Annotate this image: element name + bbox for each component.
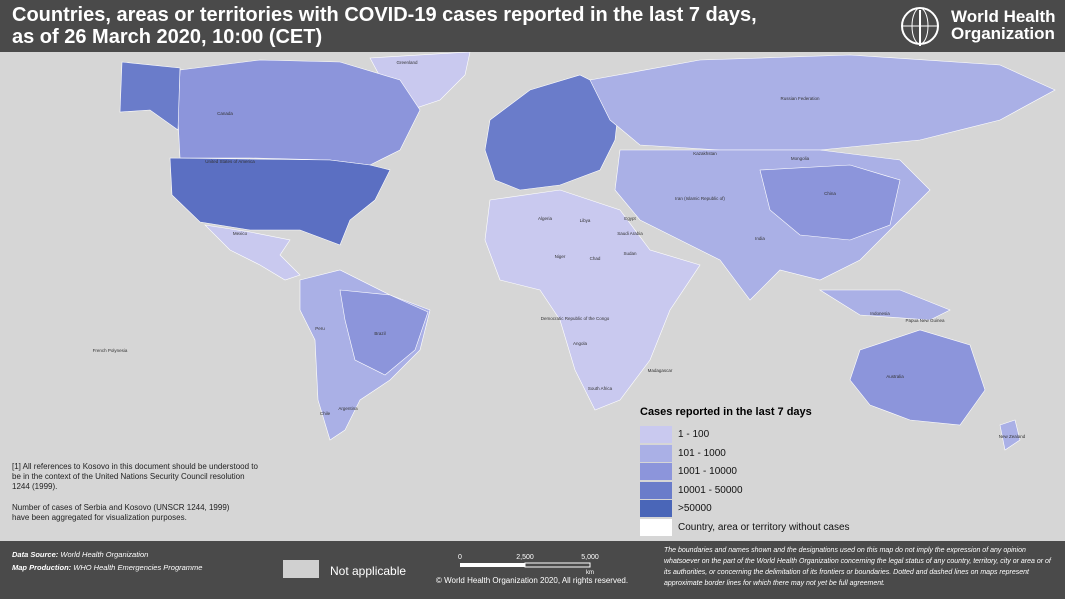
legend-item: 1 - 100: [640, 426, 940, 443]
map-label: Mexico: [233, 231, 248, 236]
map-label: Peru: [315, 326, 325, 331]
title: Countries, areas or territories with COV…: [12, 4, 757, 26]
scale-label: 5,000: [581, 554, 599, 561]
copyright: © World Health Organization 2020, All ri…: [436, 576, 629, 585]
canada: [177, 59, 421, 166]
scale-unit: km: [586, 570, 594, 576]
map-label: United States of America: [205, 159, 255, 164]
map-label: Kazakhstan: [693, 151, 717, 156]
map-label: Australia: [886, 374, 904, 379]
label: Data Source:: [12, 550, 59, 559]
footer: Data Source: World Health Organization M…: [0, 541, 1065, 599]
map-label: Mongolia: [791, 156, 810, 161]
note: [1] All references to Kosovo in this doc…: [12, 462, 258, 491]
legend-swatch: [640, 426, 672, 443]
map-label: French Polynesia: [93, 348, 128, 353]
indonesia: [818, 289, 951, 321]
map-label: Saudi Arabia: [617, 231, 643, 236]
org-name: Organization: [951, 24, 1055, 43]
map-label: Russian Federation: [780, 96, 820, 101]
legend-title: Cases reported in the last 7 days: [640, 406, 812, 418]
map-label: Democratic Republic of the Congo: [541, 316, 610, 321]
map-label: Angola: [573, 341, 588, 346]
map-label: Iran (Islamic Republic of): [675, 196, 725, 201]
legend-item: >50000: [640, 500, 940, 517]
legend-swatch: [640, 481, 672, 499]
russia: [589, 54, 1056, 151]
scale-label: 0: [458, 554, 462, 561]
australia: [849, 329, 986, 426]
label: Map Production:: [12, 563, 72, 572]
legend-label: Country, area or territory without cases: [678, 521, 850, 533]
map-label: South Africa: [588, 386, 613, 391]
map-label: Argentina: [338, 406, 358, 411]
header: Countries, areas or territories with COV…: [0, 0, 1065, 52]
alaska: [119, 61, 181, 131]
map-label: New Zealand: [999, 434, 1026, 439]
legend-item: 10001 - 50000: [640, 481, 940, 499]
map-production: Map Production: WHO Health Emergencies P…: [12, 563, 202, 572]
title: as of 26 March 2020, 10:00 (CET): [12, 26, 323, 48]
brazil: [339, 289, 429, 376]
data-source: Data Source: World Health Organization: [12, 550, 148, 559]
scale-label: 2,500: [516, 554, 534, 561]
map-label: Brazil: [374, 331, 385, 336]
map-label: China: [824, 191, 836, 196]
value: WHO Health Emergencies Programme: [73, 563, 203, 572]
disclaimer: The boundaries and names shown and the d…: [664, 547, 1051, 587]
africa: [484, 189, 701, 411]
map-label: Indonesia: [870, 311, 890, 316]
map-label: Greenland: [396, 60, 418, 65]
map-label: India: [755, 236, 765, 241]
legend-swatch: [640, 463, 672, 480]
legend-label: 101 - 1000: [678, 447, 726, 459]
legend-swatch: [640, 444, 672, 462]
map-label: Madagascar: [648, 368, 673, 373]
map-label: Chad: [590, 256, 601, 261]
legend-label: 10001 - 50000: [678, 484, 743, 496]
note: Number of cases of Serbia and Kosovo (UN…: [12, 503, 230, 522]
legend-item: Country, area or territory without cases: [640, 518, 940, 536]
map-label: Canada: [217, 111, 233, 116]
org-name: World Health: [951, 7, 1056, 26]
usa: [169, 157, 391, 246]
new-zealand: [999, 419, 1021, 451]
legend-swatch: [640, 500, 672, 517]
na-label: Not applicable: [330, 564, 407, 578]
scale-bar: 0 2,500 5,000 km: [458, 554, 599, 576]
who-emblem: [901, 7, 939, 46]
map-label: Libya: [580, 218, 591, 223]
legend-swatch: [640, 518, 672, 536]
china: [759, 164, 901, 241]
map-label: Niger: [555, 254, 566, 259]
na-swatch: [283, 560, 319, 578]
legend-label: 1001 - 10000: [678, 466, 737, 477]
legend-label: 1 - 100: [678, 429, 710, 440]
map-label: Sudan: [623, 251, 637, 256]
map-label: Papua New Guinea: [905, 318, 945, 323]
map-label: Algeria: [538, 216, 553, 221]
legend-label: >50000: [678, 503, 712, 514]
legend-item: 1001 - 10000: [640, 463, 940, 480]
mexico: [204, 224, 301, 281]
map-label: Chile: [320, 411, 331, 416]
value: World Health Organization: [60, 550, 149, 559]
legend-item: 101 - 1000: [640, 444, 940, 462]
map-label: Egypt: [624, 216, 636, 221]
europe: [484, 74, 621, 191]
